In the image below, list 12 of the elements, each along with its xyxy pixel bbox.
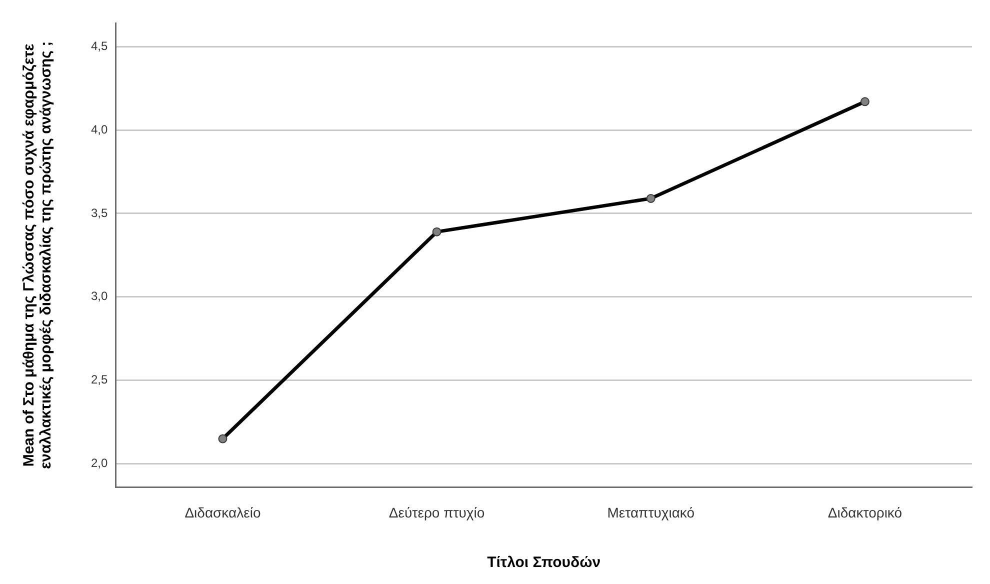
x-tick-label: Δεύτερο πτυχίο: [388, 504, 485, 520]
y-tick-label: 4,0: [90, 122, 108, 136]
x-tick-label: Διδασκαλείο: [184, 504, 261, 520]
y-axis-title: Mean of Στο μάθημα της Γλώσσας πόσο συχνά εφαρμόζετε εναλλακτικές μορφές διδασκαλίας της πρώτης ανάγνωσης ;: [20, 41, 55, 470]
y-tick-label: 2,5: [90, 372, 108, 387]
x-axis-title: Τίτλοι Σπουδών: [487, 554, 601, 572]
x-tick-label: Μεταπτυχιακό: [607, 504, 695, 520]
x-tick-label: Διδακτορικό: [828, 504, 902, 520]
y-tick-label: 3,0: [90, 289, 108, 304]
y-tick-label: 4,5: [90, 38, 108, 53]
y-tick-label: 3,5: [90, 206, 108, 220]
y-tick-label: 2,0: [90, 456, 108, 470]
